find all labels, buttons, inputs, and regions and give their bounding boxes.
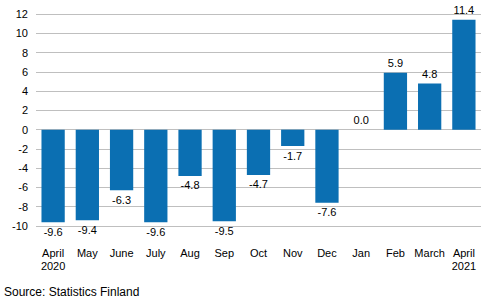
svg-text:Dec: Dec: [317, 247, 337, 259]
svg-text:-9.4: -9.4: [78, 224, 97, 236]
svg-text:Source: Statistics Finland: Source: Statistics Finland: [4, 285, 139, 299]
svg-text:April: April: [453, 247, 475, 259]
svg-text:-9.6: -9.6: [146, 226, 165, 238]
svg-text:2: 2: [22, 104, 28, 116]
svg-text:Aug: Aug: [180, 247, 200, 259]
svg-text:May: May: [77, 247, 98, 259]
svg-text:-2: -2: [18, 143, 28, 155]
svg-text:4.8: 4.8: [422, 68, 437, 80]
svg-text:0.0: 0.0: [354, 114, 369, 126]
svg-text:-1.7: -1.7: [283, 150, 302, 162]
svg-text:10: 10: [16, 27, 28, 39]
svg-text:-10: -10: [12, 220, 28, 232]
svg-text:June: June: [110, 247, 134, 259]
svg-text:Jan: Jan: [352, 247, 370, 259]
svg-text:-6: -6: [18, 181, 28, 193]
svg-text:March: March: [414, 247, 445, 259]
svg-text:-7.6: -7.6: [317, 206, 336, 218]
svg-text:Sep: Sep: [214, 247, 234, 259]
svg-text:12: 12: [16, 8, 28, 20]
svg-text:-9.6: -9.6: [44, 226, 63, 238]
svg-text:April: April: [42, 247, 64, 259]
svg-text:-6.3: -6.3: [112, 194, 131, 206]
svg-text:-4.8: -4.8: [181, 179, 200, 191]
svg-text:0: 0: [22, 124, 28, 136]
svg-text:July: July: [146, 247, 166, 259]
svg-text:-4.7: -4.7: [249, 178, 268, 190]
svg-text:Feb: Feb: [386, 247, 405, 259]
svg-text:5.9: 5.9: [388, 57, 403, 69]
svg-text:Nov: Nov: [283, 247, 303, 259]
svg-text:8: 8: [22, 47, 28, 59]
svg-text:4: 4: [22, 85, 28, 97]
svg-text:6: 6: [22, 66, 28, 78]
svg-text:11.4: 11.4: [454, 4, 475, 16]
svg-text:2021: 2021: [452, 260, 476, 272]
svg-text:2020: 2020: [41, 260, 65, 272]
svg-text:-4: -4: [18, 162, 28, 174]
svg-text:Oct: Oct: [250, 247, 267, 259]
svg-text:-9.5: -9.5: [215, 225, 234, 237]
svg-text:-8: -8: [18, 201, 28, 213]
